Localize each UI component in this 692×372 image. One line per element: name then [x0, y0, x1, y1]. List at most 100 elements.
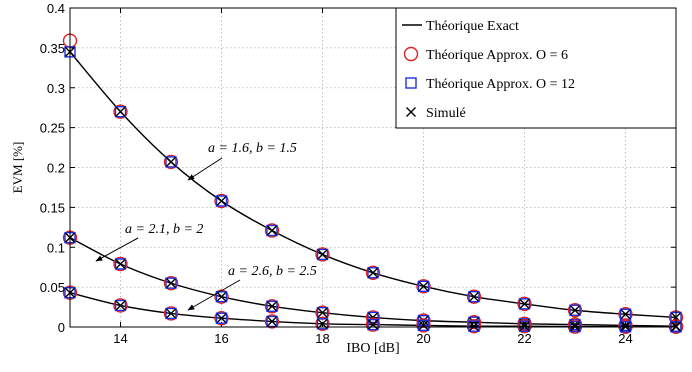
approx-o12-point: [114, 105, 127, 118]
approx-o12-point: [114, 299, 127, 312]
approx-o6-point: [567, 303, 583, 318]
simulated-point: [115, 106, 126, 117]
simulated-point: [267, 316, 277, 327]
approx-o6-point: [517, 296, 532, 312]
simulated-point: [418, 281, 429, 292]
y-tick-label: 0: [58, 320, 65, 335]
x-tick-label: 20: [416, 331, 430, 346]
approx-o6-point: [466, 289, 482, 304]
approx-o6-point: [416, 318, 431, 333]
legend: Théorique Exact Théorique Approx. O = 6 Th…: [395, 7, 677, 129]
approx-o6-point: [264, 223, 280, 238]
simulated-point: [368, 267, 378, 278]
approx-o12-point: [468, 320, 480, 332]
approx-o12-point: [518, 298, 531, 310]
y-tick-label: 0.35: [40, 41, 65, 56]
annotations: a = 1.6, b = 1.5 a = 2.1, b = 2 a = 2.6, b…: [95, 141, 317, 311]
annotation-label: a = 2.6, b = 2.5: [228, 264, 317, 279]
y-tick-label: 0.4: [47, 1, 65, 16]
approx-o6-point: [416, 279, 431, 294]
simulated-point: [216, 313, 227, 324]
approx-o12-point: [417, 319, 430, 332]
y-tick-label: 0.1: [47, 240, 65, 255]
approx-o6-point: [264, 314, 280, 329]
approx-o12-point: [165, 156, 177, 168]
approx-o6-point: [113, 298, 128, 313]
legend-square-swatch: [405, 77, 417, 89]
simulated-point: [115, 300, 126, 311]
approx-o12-point: [417, 280, 430, 293]
approx-o12-point: [367, 318, 379, 331]
axes: [69, 7, 677, 328]
annotation-arrow: [187, 157, 223, 181]
legend-label: Théorique Exact: [426, 19, 519, 34]
y-tick-label: 0.15: [40, 200, 65, 215]
tick-labels: 14 16 18 20 22 24 0 0.05 0.1 0.15 0.2 0.25 0.3 0.35 0.…: [40, 1, 633, 346]
approx-o6-point: [214, 193, 229, 209]
simulated-point: [469, 317, 479, 328]
approx-o12-point: [266, 315, 278, 328]
approx-o6-point: [466, 315, 482, 330]
x-tick-label: 16: [214, 331, 228, 346]
x-tick-label: 18: [315, 331, 329, 346]
legend-label: Simulé: [426, 106, 466, 121]
approx-o12-point: [518, 320, 531, 332]
legend-circle-swatch: [403, 46, 419, 62]
simulated-point: [519, 298, 530, 309]
approx-o6-point: [365, 265, 381, 280]
approx-o12-point: [367, 267, 379, 279]
simulated-point: [216, 291, 227, 302]
simulated-point: [469, 321, 479, 332]
simulated-point: [115, 259, 126, 269]
approx-o6-point: [365, 317, 381, 332]
legend-label: Théorique Approx. O = 12: [426, 77, 575, 92]
approx-o12-point: [367, 311, 379, 324]
y-tick-label: 0.25: [40, 121, 65, 136]
approx-o12-point: [316, 318, 329, 330]
x-tick-label: 14: [113, 331, 127, 346]
approx-o12-point: [215, 195, 228, 207]
simulated-point: [216, 196, 227, 206]
simulated-point: [166, 308, 176, 319]
y-axis-label: EVM [%]: [10, 142, 25, 194]
approx-o6-point: [163, 275, 179, 291]
approx-o12-point: [165, 307, 177, 320]
approx-o12-point: [215, 312, 228, 324]
simulated-point: [519, 321, 530, 332]
approx-o6-point: [315, 316, 330, 332]
simulated-point: [317, 307, 328, 318]
annotation-arrow: [95, 237, 139, 262]
annotation-arrow: [187, 279, 241, 311]
annotation-label: a = 2.1, b = 2: [125, 222, 203, 237]
simulated-point: [368, 319, 378, 330]
simulated-point: [166, 156, 176, 167]
approx-o6-point: [264, 299, 280, 314]
approx-o12-point: [266, 300, 278, 312]
simulated-point: [469, 291, 479, 302]
y-tick-label: 0.3: [47, 81, 65, 96]
y-tick-label: 0.2: [47, 161, 65, 176]
simulated-point: [570, 305, 580, 316]
approx-o6-point: [113, 104, 128, 119]
approx-o6-point: [163, 154, 179, 170]
approx-o12-point: [215, 290, 228, 303]
simulated-point: [166, 278, 176, 289]
simulated-point: [267, 301, 277, 312]
approx-o12-point: [468, 290, 480, 303]
legend-label: Théorique Approx. O = 6: [426, 48, 568, 63]
x-tick-label: 24: [618, 331, 632, 346]
annotation-label: a = 1.6, b = 1.5: [208, 141, 297, 156]
approx-o6-point: [214, 311, 229, 326]
approx-o12-point: [266, 224, 278, 237]
x-axis-label: IBO [dB]: [346, 341, 399, 356]
simulated-point: [267, 225, 277, 236]
markers: [62, 33, 684, 335]
approx-o6-point: [163, 306, 179, 321]
x-tick-label: 22: [517, 331, 531, 346]
approx-o12-point: [316, 248, 329, 261]
simulated-point: [620, 309, 631, 320]
approx-o12-point: [165, 277, 177, 289]
plot-frame: [69, 7, 677, 328]
legend-cross-swatch: [406, 107, 416, 117]
